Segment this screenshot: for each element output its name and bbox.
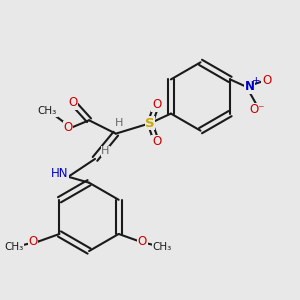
Text: O: O — [138, 235, 147, 248]
Text: O: O — [152, 98, 161, 111]
Text: S: S — [145, 117, 155, 130]
Text: HN: HN — [51, 167, 68, 180]
Text: O: O — [152, 135, 161, 148]
Text: H: H — [115, 118, 123, 128]
Text: CH₃: CH₃ — [4, 242, 24, 252]
Text: CH₃: CH₃ — [152, 242, 172, 252]
Text: O: O — [68, 96, 77, 109]
Text: N: N — [244, 80, 254, 93]
Text: CH₃: CH₃ — [38, 106, 57, 116]
Text: O: O — [28, 235, 37, 248]
Text: O: O — [262, 74, 271, 87]
Text: O⁻: O⁻ — [249, 103, 265, 116]
Text: +: + — [252, 76, 260, 86]
Text: H: H — [101, 146, 110, 157]
Text: O: O — [64, 121, 73, 134]
